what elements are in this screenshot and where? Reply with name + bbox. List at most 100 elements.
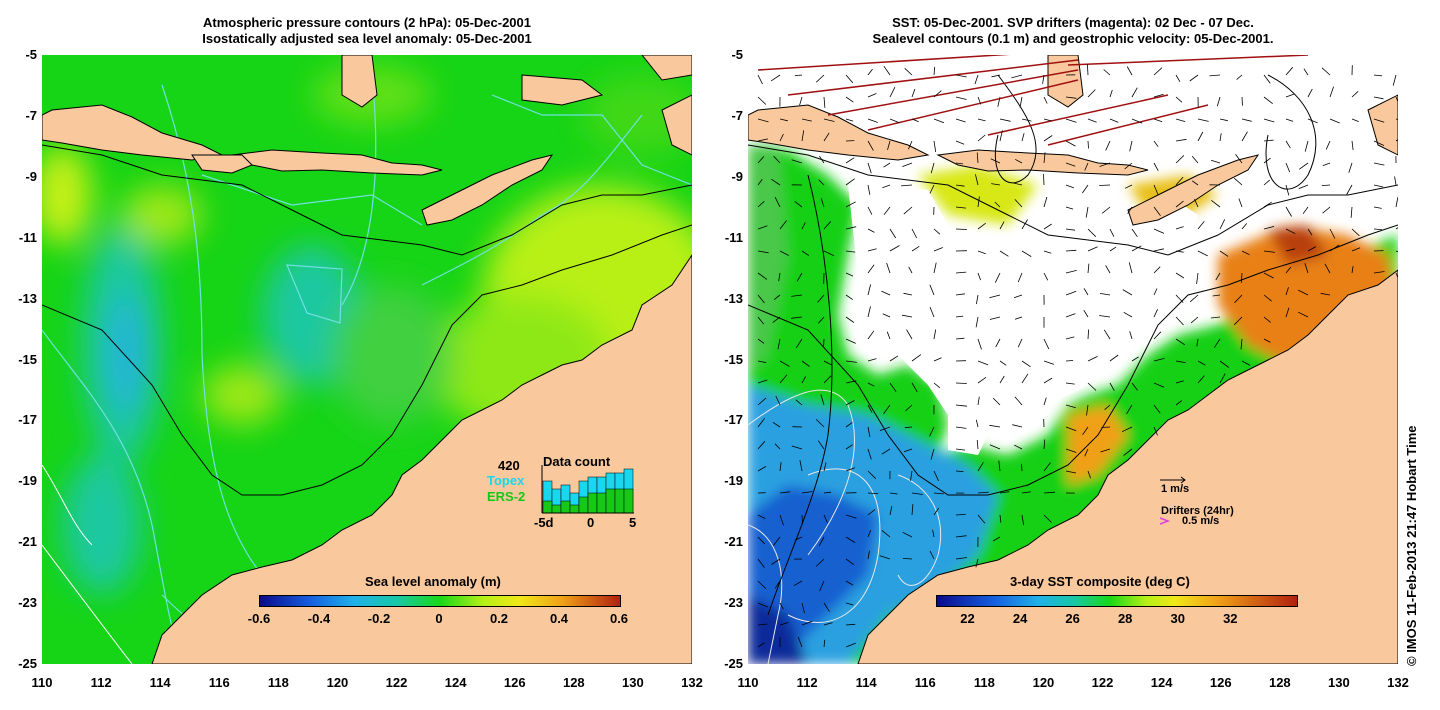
velocity-arrow: [933, 492, 944, 495]
velocity-arrow: [1104, 404, 1111, 411]
velocity-arrow: [932, 529, 935, 538]
velocity-arrow: [867, 306, 871, 318]
velocity-arrow: [1191, 156, 1199, 164]
drifter-scale-label: 0.5 m/s: [1182, 515, 1220, 527]
velocity-arrow: [1153, 206, 1161, 217]
velocity-arrow: [1197, 220, 1205, 230]
velocity-arrow: [1131, 118, 1143, 124]
velocity-arrow: [845, 201, 856, 208]
velocity-arrow: [1241, 250, 1250, 256]
lon-tick-left: 130: [622, 675, 644, 690]
inset-x-tick-2: 5: [629, 515, 637, 530]
velocity-arrow: [1329, 244, 1340, 252]
velocity-arrow: [1196, 272, 1199, 284]
lat-tick-right: -9: [731, 168, 743, 184]
velocity-arrow: [975, 174, 979, 186]
velocity-arrow: [1131, 356, 1139, 362]
velocity-arrow: [1122, 289, 1133, 296]
left-colorbar-tick: 0.4: [549, 611, 569, 626]
velocity-arrow: [757, 272, 768, 280]
velocity-arrow: [999, 221, 1005, 230]
lat-tick-left: -9: [25, 168, 37, 184]
velocity-arrow: [1263, 139, 1274, 142]
velocity-arrow: [955, 535, 967, 538]
velocity-arrow: [779, 602, 784, 610]
velocity-arrow: [1043, 514, 1052, 523]
velocity-arrow: [903, 448, 913, 453]
velocity-arrow: [845, 250, 856, 253]
velocity-arrow: [845, 360, 857, 363]
velocity-arrow: [933, 507, 940, 516]
velocity-arrow: [1216, 96, 1221, 107]
velocity-arrow: [1298, 289, 1309, 296]
velocity-arrow: [955, 315, 964, 318]
velocity-arrow: [845, 226, 857, 230]
velocity-arrow: [975, 558, 979, 568]
velocity-arrow: [933, 66, 936, 76]
velocity-arrow: [823, 462, 827, 472]
velocity-arrow: [1087, 329, 1089, 340]
velocity-arrow: [757, 440, 766, 450]
velocity-arrow: [1017, 338, 1023, 348]
velocity-arrow: [1351, 91, 1359, 98]
velocity-arrow: [1124, 184, 1133, 189]
velocity-arrow: [867, 330, 875, 340]
velocity-arrow: [1065, 249, 1077, 252]
velocity-arrow: [1043, 96, 1048, 104]
velocity-arrow: [1298, 184, 1309, 189]
velocity-arrow: [1131, 87, 1138, 98]
velocity-arrow: [933, 470, 939, 481]
velocity-arrow: [1087, 382, 1097, 391]
velocity-arrow: [1043, 173, 1045, 186]
velocity-arrow: [1084, 448, 1089, 457]
right-title-line1: SST: 05-Dec-2001. SVP drifters (magenta)…: [892, 15, 1254, 30]
velocity-arrow: [779, 514, 784, 526]
velocity-arrow: [955, 74, 967, 78]
velocity-arrow: [779, 360, 790, 367]
velocity-arrow: [930, 448, 935, 460]
velocity-arrow: [1126, 66, 1133, 76]
velocity-arrow: [757, 536, 765, 545]
ers-bar: [605, 488, 616, 514]
velocity-arrow: [867, 492, 879, 494]
velocity-arrow: [774, 443, 781, 450]
lat-tick-left: -23: [18, 595, 37, 611]
left-colorbar-tick: 0: [435, 611, 443, 626]
velocity-arrow: [886, 331, 891, 340]
velocity-arrow: [1263, 118, 1275, 123]
velocity-arrow: [845, 118, 854, 122]
left-colorbar-label: Sea level anomaly (m): [365, 574, 501, 589]
velocity-arrow: [1175, 250, 1184, 253]
velocity-arrow: [1153, 331, 1162, 340]
velocity-arrow: [791, 294, 803, 297]
velocity-arrow: [1210, 159, 1221, 164]
velocity-arrow: [1065, 184, 1074, 189]
velocity-arrow: [845, 400, 855, 406]
velocity-arrow: [1153, 266, 1161, 274]
velocity-arrow: [1043, 377, 1053, 384]
velocity-arrow: [801, 620, 813, 626]
velocity-arrow: [757, 316, 765, 325]
left-colorbar: [259, 595, 621, 607]
velocity-arrow: [955, 470, 964, 472]
velocity-arrow: [1351, 140, 1354, 150]
velocity-arrow: [933, 90, 942, 98]
velocity-arrow: [1322, 206, 1331, 214]
velocity-arrow: [955, 448, 966, 451]
velocity-arrow: [791, 316, 803, 319]
inset-topex-label: Topex: [487, 473, 525, 488]
velocity-arrow: [901, 184, 913, 187]
velocity-arrow: [977, 222, 986, 230]
velocity-arrow: [1109, 354, 1119, 362]
right-colorbar-tick: 22: [960, 611, 975, 626]
lon-tick-left: 126: [503, 675, 526, 690]
velocity-arrow: [757, 602, 768, 608]
velocity-arrow: [775, 395, 781, 406]
velocity-arrow: [1175, 96, 1183, 103]
velocity-arrow: [1325, 140, 1331, 150]
velocity-arrow: [1153, 309, 1158, 318]
velocity-arrow: [902, 531, 913, 538]
velocity-arrow: [757, 466, 767, 472]
lat-tick-right: -19: [724, 473, 743, 489]
velocity-arrow: [881, 290, 891, 296]
